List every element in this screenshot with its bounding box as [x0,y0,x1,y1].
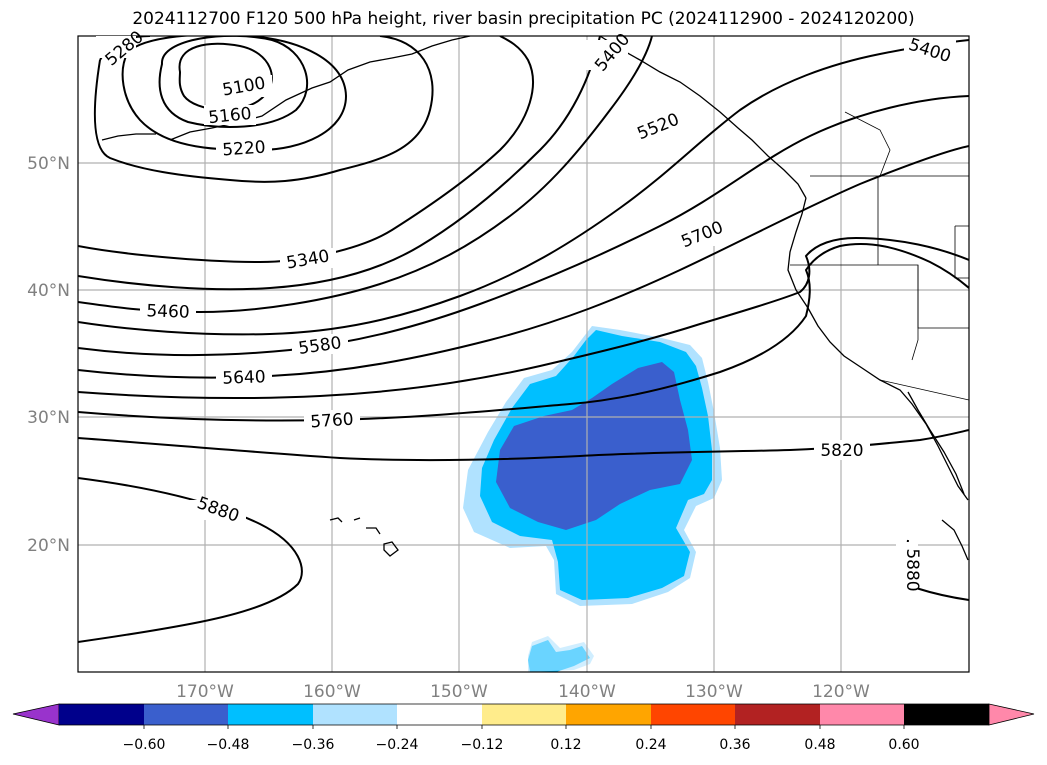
us-west-coastline [787,197,969,501]
map-frame [77,35,970,673]
lat-label-20n: 20°N [27,536,70,556]
contour-5100 [178,42,273,111]
mexico-mainland [941,519,969,561]
colorbar-extend-high [988,703,1035,726]
lon-label-130w: 130°W [685,682,743,702]
contour-5820 [78,429,969,462]
colorbar-tick-label: 0.48 [804,737,835,753]
colorbar-bin [651,704,735,725]
colorbar-bin [228,704,313,725]
lon-label-160w: 160°W [303,682,361,702]
longitude-labels: 170°W 160°W 150°W 140°W 130°W 120°W [176,682,870,702]
colorbar: −0.60 −0.48 −0.36 −0.24 −0.12 0.12 0.24 … [12,703,1035,753]
colorbar-tick-label: 0.36 [719,737,750,753]
precip-anomaly-shading [463,326,722,672]
colorbar-bin [397,704,482,725]
lon-label-170w: 170°W [176,682,234,702]
coastlines [101,36,969,561]
colorbar-tick-label: 0.12 [550,737,581,753]
colorbar-bin [144,704,228,725]
chart-title: 2024112700 F120 500 hPa height, river ba… [132,9,915,29]
colorbar-bin [313,704,397,725]
colorbar-tick-label: −0.36 [292,737,335,753]
contour-5880-west [78,477,303,643]
colorbar-bin [59,704,144,725]
contour-label-5460: 5460 [146,301,190,322]
precip-royal-blue-region [496,362,692,530]
hawaii-islands [329,517,399,557]
canada-coastline [599,36,807,199]
colorbar-bin [820,704,904,725]
contour-label-5820: 5820 [820,441,863,461]
contour-label-5760: 5760 [310,410,355,433]
lon-label-120w: 120°W [812,682,870,702]
baja-coastline [907,391,965,495]
lat-label-40n: 40°N [27,281,70,301]
contour-label-5160: 5160 [207,104,252,128]
colorbar-bin [735,704,820,725]
political-borders [790,111,969,401]
colorbar-tick-label: −0.48 [207,737,250,753]
colorbar-tick-label: 0.24 [635,737,666,753]
colorbar-bin [904,704,989,725]
lon-label-140w: 140°W [558,682,616,702]
contour-label-5640: 5640 [222,367,266,388]
contour-label-5220: 5220 [222,138,267,161]
colorbar-bin [566,704,651,725]
lat-label-30n: 30°N [27,408,70,428]
contour-5580 [78,95,969,357]
contour-5220 [121,36,348,152]
colorbar-tick-label: −0.60 [123,737,166,753]
contour-5340 [78,36,534,264]
colorbar-bin [482,704,566,725]
colorbar-tick-label: −0.12 [461,737,504,753]
colorbar-tick-label: 0.60 [888,737,919,753]
colorbar-tick-label: −0.24 [376,737,419,753]
latitude-labels: 50°N 40°N 30°N 20°N [27,154,70,556]
contour-label-5880-east: 5880 [902,548,922,591]
lat-label-50n: 50°N [27,154,70,174]
lon-label-150w: 150°W [430,682,488,702]
colorbar-extend-low [12,703,60,726]
